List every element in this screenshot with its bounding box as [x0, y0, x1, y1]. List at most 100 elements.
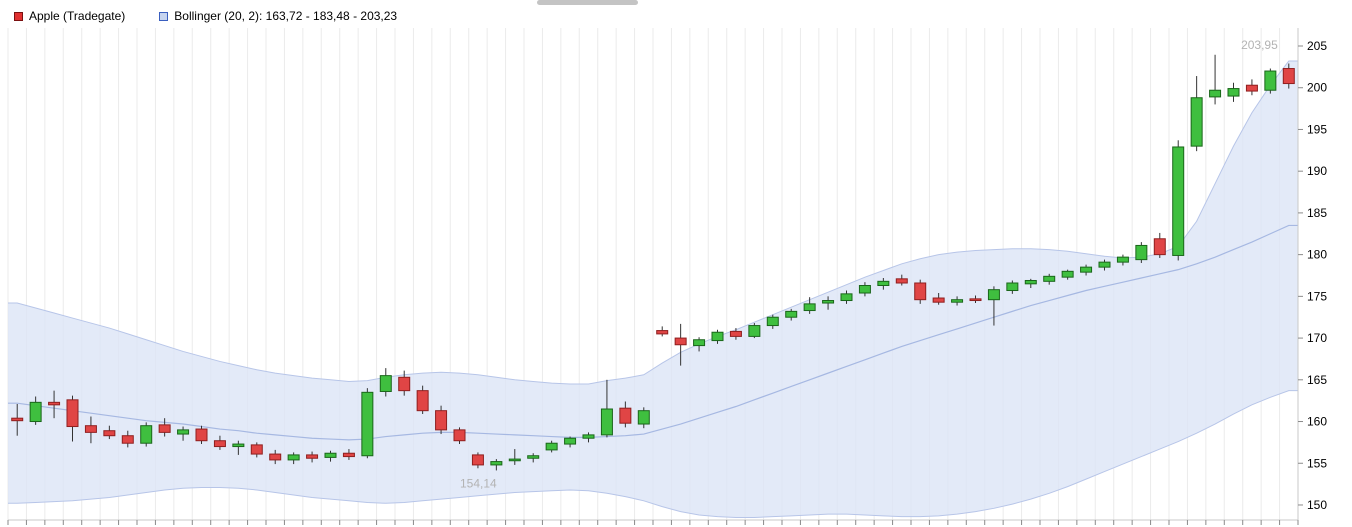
candle-up [1043, 275, 1056, 282]
candle-up [379, 375, 392, 392]
bollinger-middle-line [8, 224, 1298, 441]
candle-up [987, 289, 1000, 301]
candle-down [306, 454, 319, 459]
legend-apple-label: Apple (Tradegate) [29, 9, 126, 23]
candle-down [103, 430, 116, 437]
candle-down [895, 278, 908, 284]
candle-down [619, 407, 632, 424]
candle-up [858, 285, 871, 294]
candle-up [324, 452, 337, 458]
candle-down [269, 453, 282, 461]
legend-item-apple: Apple (Tradegate) [14, 9, 125, 23]
x-axis-ticks [7, 520, 1299, 525]
candle-down [1245, 84, 1258, 92]
candle-down [416, 390, 429, 412]
candle-up [29, 401, 42, 423]
candle-down [250, 444, 263, 455]
y-axis: 205 200 195 190 185 180 175 170 165 160 155 150 [8, 28, 1327, 521]
y-axis-label: 155 [1307, 456, 1327, 470]
candle-up [822, 300, 835, 304]
candle-up [600, 408, 613, 436]
candle-down [729, 330, 742, 337]
bollinger-upper-line [8, 60, 1298, 385]
candle-down [471, 454, 484, 466]
candle-up [490, 461, 503, 466]
y-axis-label: 175 [1307, 289, 1327, 303]
candle-down [158, 424, 171, 433]
candle-down [1282, 68, 1295, 85]
candle-down [932, 297, 945, 303]
legend-item-bollinger: Bollinger (20, 2): 163,72 - 183,48 - 203… [159, 9, 397, 23]
candle-down [656, 330, 669, 335]
candle-up [1006, 282, 1019, 292]
candle-down [435, 410, 448, 431]
candle-down [674, 337, 687, 346]
candle-down [213, 440, 226, 448]
candle-up [177, 429, 190, 435]
y-axis-label: 190 [1307, 164, 1327, 178]
candle-up [1264, 70, 1277, 91]
candle-up [748, 325, 761, 337]
y-axis-label: 200 [1307, 81, 1327, 95]
candle-down [195, 428, 208, 442]
candle-up [287, 454, 300, 461]
bollinger-area [8, 61, 1298, 518]
bollinger-series-swatch-icon [159, 11, 169, 21]
candle-up [693, 339, 706, 347]
candles [11, 54, 1295, 471]
y-axis-label: 150 [1307, 498, 1327, 512]
scrollbar-thumb[interactable] [537, 0, 638, 5]
candle-down [342, 452, 355, 458]
y-axis-label: 165 [1307, 373, 1327, 387]
candle-down [84, 425, 97, 433]
candle-up [1209, 89, 1222, 98]
candle-up [951, 299, 964, 303]
apple-series-swatch-icon [14, 11, 23, 21]
candle-up [1190, 97, 1203, 147]
candle-up [785, 310, 798, 318]
y-axis-label: 205 [1307, 39, 1327, 53]
candle-up [545, 442, 558, 451]
candle-down [1153, 238, 1166, 256]
candle-down [48, 401, 61, 406]
chart-legend: Apple (Tradegate) Bollinger (20, 2): 163… [14, 9, 397, 23]
candle-up [1098, 261, 1111, 268]
candle-down [398, 376, 411, 392]
candle-down [121, 435, 134, 444]
candle-up [1061, 270, 1074, 278]
y-axis-label: 180 [1307, 248, 1327, 262]
legend-bollinger-label: Bollinger (20, 2): 163,72 - 183,48 - 203… [174, 9, 398, 23]
candle-up [527, 455, 540, 459]
y-axis-label: 160 [1307, 415, 1327, 429]
candle-up [711, 331, 724, 342]
candle-up [766, 316, 779, 327]
y-axis-label: 195 [1307, 122, 1327, 136]
candle-up [1135, 244, 1148, 261]
candle-down [66, 399, 79, 428]
candle-up [140, 425, 153, 444]
candle-up [1080, 266, 1093, 273]
candle-up [508, 458, 521, 462]
candle-up [564, 437, 577, 445]
y-axis-label: 170 [1307, 331, 1327, 345]
candle-up [637, 410, 650, 425]
y-axis-label: 185 [1307, 206, 1327, 220]
candle-up [1227, 88, 1240, 97]
bollinger-band [8, 60, 1298, 518]
candle-down [969, 298, 982, 302]
candle-up [361, 391, 374, 457]
candle-up [840, 293, 853, 302]
candle-down [11, 417, 24, 422]
candle-up [1116, 256, 1129, 263]
bollinger-lower-line [8, 390, 1298, 518]
high-value-label: 203,95 [1241, 38, 1278, 52]
candle-down [914, 282, 927, 301]
candle-up [1172, 146, 1185, 256]
candle-up [582, 434, 595, 439]
candle-up [803, 303, 816, 312]
candle-up [232, 443, 245, 448]
candle-up [877, 280, 890, 287]
low-value-label: 154,14 [460, 476, 497, 490]
